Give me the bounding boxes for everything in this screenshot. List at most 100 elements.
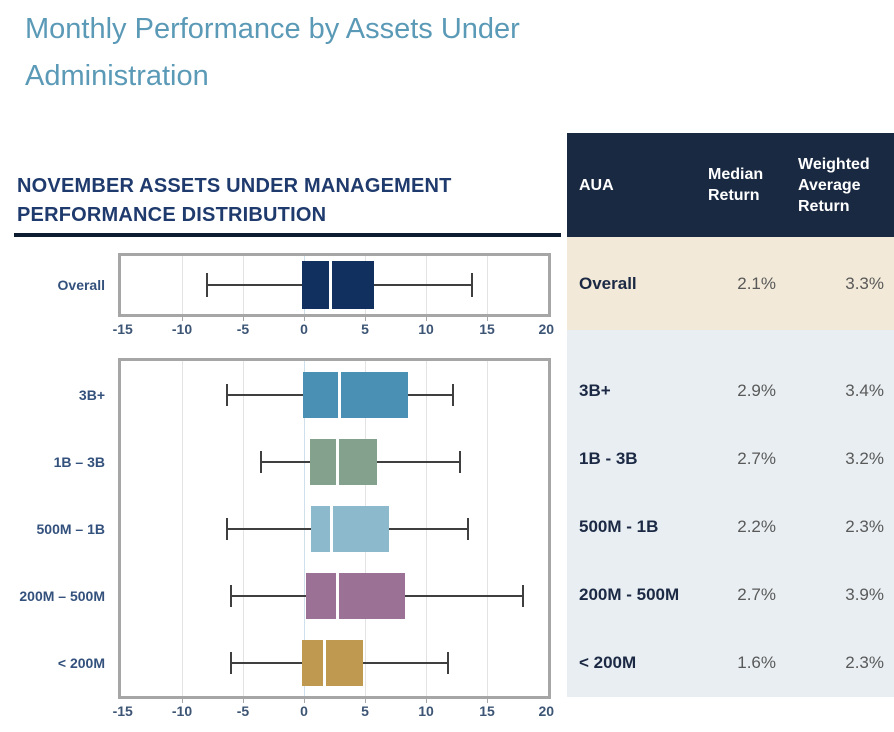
box-200m-500m — [306, 572, 406, 619]
table-cell-median-return: 2.9% — [737, 381, 776, 400]
table-row-500m-1b: 500M - 1B 2.2% 2.3% — [567, 493, 894, 561]
table-cell-weighted-average-return: 2.3% — [845, 517, 884, 536]
section-heading-line1: NOVEMBER ASSETS UNDER MANAGEMENT — [17, 175, 452, 197]
median-line — [335, 572, 339, 619]
whisker-cap-low — [229, 651, 232, 674]
axis-tick-label: 5 — [361, 703, 369, 719]
table-cell-aua: 200M - 500M — [579, 585, 680, 604]
table-body: 3B+ 2.9% 3.4% 1B - 3B 2.7% 3.2% 500M - 1B 2.2% 2… — [567, 330, 894, 697]
table-row-1b-3b: 1B - 3B 2.7% 3.2% — [567, 425, 894, 493]
whisker-cap-high — [471, 273, 474, 297]
category-label-200m-500m: 200M – 500M — [19, 587, 105, 604]
axis-tick-label: -15 — [112, 703, 133, 719]
category-label--200m: < 200M — [57, 654, 105, 671]
boxplot-row — [121, 361, 548, 428]
heading-underline — [14, 233, 561, 237]
column-header-aua: AUA — [579, 176, 614, 194]
table-cell-aua: Overall — [579, 273, 637, 293]
axis-tick-mark — [365, 699, 366, 703]
table-cell-aua: < 200M — [579, 653, 637, 672]
table-row-200m-500m: 200M - 500M 2.7% 3.9% — [567, 561, 894, 629]
axis-tick-mark — [304, 317, 305, 321]
median-line — [338, 371, 342, 418]
whisker-cap-high — [446, 651, 449, 674]
boxplot-row — [121, 495, 548, 562]
whisker-cap-high — [451, 383, 454, 406]
table-cell-aua: 1B - 3B — [579, 449, 638, 468]
axis-tick-mark — [182, 699, 183, 703]
boxplot-row — [121, 562, 548, 629]
whisker-cap-high — [458, 450, 461, 473]
box--200m — [301, 639, 363, 686]
table-header-row: AUA Median Return Weighted Average Retur… — [567, 133, 894, 237]
whisker-cap-low — [229, 584, 232, 607]
axis-tick-mark — [182, 317, 183, 321]
median-line — [335, 438, 339, 485]
axis-tick-mark — [487, 317, 488, 321]
whisker-cap-low — [225, 517, 228, 540]
table-cell-median-return: 2.1% — [737, 273, 776, 293]
section-heading: NOVEMBER ASSETS UNDER MANAGEMENT PERFORM… — [17, 172, 562, 230]
table-cell-aua: 3B+ — [579, 381, 611, 400]
boxplot-row — [121, 428, 548, 495]
aua-returns-table: AUA Median Return Weighted Average Retur… — [567, 133, 894, 697]
whisker-cap-low — [225, 383, 228, 406]
category-label-3b+: 3B+ — [78, 386, 105, 403]
axis-tick-label: -5 — [236, 321, 250, 337]
axis-tick-label: 15 — [479, 703, 495, 719]
gridline — [182, 256, 183, 314]
table-row-3b+: 3B+ 2.9% 3.4% — [567, 357, 894, 425]
axis-tick-label: -10 — [171, 321, 193, 337]
axis-tick-mark — [426, 317, 427, 321]
table-cell-weighted-average-return: 2.3% — [845, 653, 884, 672]
aua-chart-x-axis: -15 -10 -5 0 5 10 15 20 — [113, 699, 554, 721]
table-row-overall: Overall 2.1% 3.3% — [567, 237, 894, 330]
axis-tick-label: 0 — [300, 321, 308, 337]
table-cell-median-return: 1.6% — [737, 653, 776, 672]
box-1b-3b — [310, 438, 378, 485]
axis-tick-label: 10 — [418, 703, 434, 719]
table-row--200m: < 200M 1.6% 2.3% — [567, 629, 894, 697]
table-cell-weighted-average-return: 3.4% — [845, 381, 884, 400]
gridline — [487, 256, 488, 314]
category-label-500m-1b: 500M – 1B — [36, 520, 105, 537]
axis-tick-mark — [426, 699, 427, 703]
median-line — [322, 639, 326, 686]
axis-tick-label: 5 — [361, 321, 369, 337]
category-label-overall: Overall — [57, 277, 105, 293]
table-cell-median-return: 2.7% — [737, 449, 776, 468]
gridline — [182, 361, 183, 696]
table-cell-median-return: 2.7% — [737, 585, 776, 604]
table-cell-aua: 500M - 1B — [579, 517, 659, 536]
table-cell-weighted-average-return: 3.3% — [845, 273, 884, 293]
box-500m-1b — [311, 505, 390, 552]
overall-boxplot-chart — [118, 253, 551, 317]
axis-tick-label: 0 — [300, 703, 308, 719]
aua-boxplot-chart — [118, 358, 551, 699]
box-3b+ — [302, 371, 408, 418]
whisker-cap-high — [522, 584, 525, 607]
axis-tick-mark — [365, 317, 366, 321]
axis-tick-label: 20 — [538, 321, 555, 337]
section-heading-line2: PERFORMANCE DISTRIBUTION — [17, 204, 327, 226]
whisker-cap-low — [260, 450, 263, 473]
axis-tick-mark — [304, 699, 305, 703]
page-title: Monthly Performance by Assets Under Admi… — [25, 13, 520, 92]
median-line — [329, 505, 333, 552]
table-cell-weighted-average-return: 3.9% — [845, 585, 884, 604]
axis-tick-label: -15 — [112, 321, 133, 337]
median-line — [328, 261, 332, 309]
column-header-weighted-average-return: Weighted Average Return — [798, 155, 870, 215]
axis-tick-label: 10 — [418, 321, 434, 337]
gridline — [487, 361, 488, 696]
axis-tick-label: -5 — [236, 703, 250, 719]
overall-chart-category-labels: Overall — [0, 256, 112, 314]
whisker-cap-low — [206, 273, 209, 297]
axis-tick-label: -10 — [171, 703, 193, 719]
axis-tick-mark — [243, 699, 244, 703]
table-cell-median-return: 2.2% — [737, 517, 776, 536]
axis-tick-mark — [243, 317, 244, 321]
box-overall — [301, 261, 374, 309]
boxplot-row — [121, 629, 548, 696]
